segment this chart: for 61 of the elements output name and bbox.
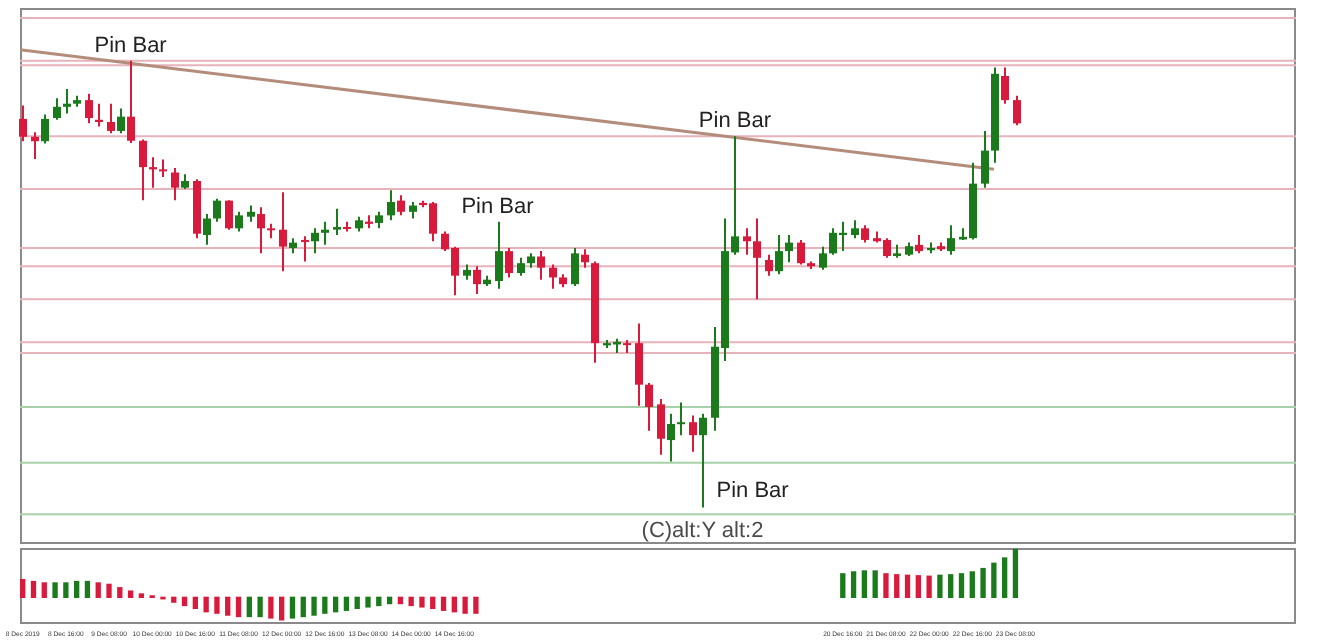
candlestick bbox=[301, 236, 309, 262]
bar bbox=[958, 573, 965, 598]
bar bbox=[311, 596, 317, 616]
bar bbox=[41, 582, 47, 598]
bar bbox=[192, 596, 199, 610]
bar bbox=[20, 578, 26, 598]
bar bbox=[235, 596, 242, 618]
text: (C)alt:Y alt:2 bbox=[641, 519, 764, 544]
bar bbox=[127, 590, 134, 598]
bar bbox=[926, 575, 932, 598]
bar bbox=[354, 596, 360, 610]
bar bbox=[948, 574, 954, 598]
bar bbox=[117, 587, 123, 598]
candlestick bbox=[63, 88, 71, 114]
bar bbox=[181, 596, 188, 607]
bar bbox=[84, 580, 91, 598]
annotation: Pin Bar bbox=[94, 33, 168, 58]
bar bbox=[904, 574, 911, 598]
annotation: Pin Bar bbox=[698, 109, 772, 134]
bar bbox=[225, 596, 231, 616]
bar bbox=[408, 596, 414, 607]
bar bbox=[203, 596, 209, 613]
bar bbox=[937, 574, 943, 598]
bar bbox=[300, 596, 306, 618]
bar bbox=[63, 582, 69, 598]
candlestick bbox=[677, 402, 685, 436]
bar bbox=[52, 582, 58, 598]
bar bbox=[279, 596, 285, 621]
bar bbox=[915, 575, 921, 598]
bar bbox=[365, 596, 371, 608]
bar bbox=[95, 582, 101, 598]
bar bbox=[289, 596, 296, 619]
bar bbox=[872, 570, 878, 598]
bar bbox=[462, 596, 468, 614]
bar bbox=[894, 574, 900, 598]
bar bbox=[419, 596, 425, 608]
bar bbox=[106, 583, 112, 598]
bar bbox=[30, 580, 37, 598]
bar bbox=[343, 596, 350, 611]
bar bbox=[1012, 548, 1019, 598]
bar bbox=[214, 596, 220, 614]
bar bbox=[473, 596, 479, 614]
bar bbox=[440, 596, 447, 611]
bar bbox=[861, 570, 868, 598]
bar bbox=[991, 562, 997, 598]
bar bbox=[268, 596, 274, 619]
bar bbox=[840, 573, 846, 598]
bar bbox=[850, 571, 857, 598]
bar bbox=[980, 567, 986, 598]
bar bbox=[969, 571, 975, 598]
bar bbox=[1001, 557, 1008, 598]
bar bbox=[73, 580, 80, 598]
bar bbox=[246, 596, 252, 618]
bar bbox=[322, 596, 328, 614]
annotation: Pin Bar bbox=[461, 194, 535, 219]
bar bbox=[883, 573, 889, 598]
bar bbox=[171, 596, 177, 603]
bar bbox=[430, 596, 436, 610]
bar bbox=[257, 596, 263, 618]
bar bbox=[376, 596, 382, 607]
annotation: Pin Bar bbox=[716, 478, 790, 503]
